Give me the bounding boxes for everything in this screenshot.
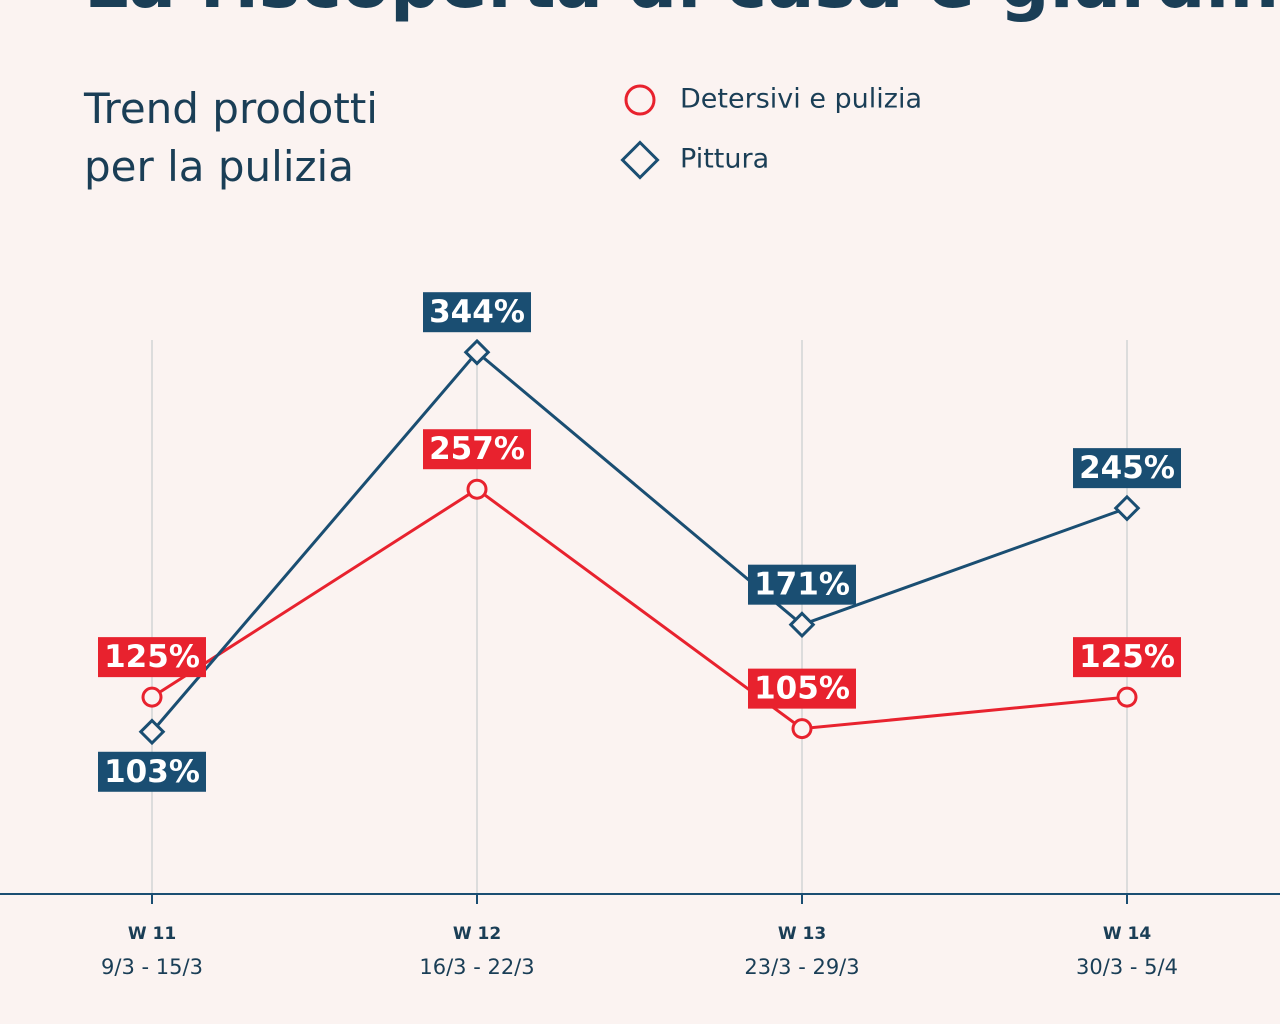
label-box [423, 292, 531, 333]
data-label: 105% [754, 671, 850, 707]
x-tick-label: W 11 [128, 924, 176, 944]
data-label: 103% [104, 754, 200, 790]
marker [620, 140, 660, 180]
x-tick-date: 23/3 - 29/3 [744, 955, 859, 979]
x-tick-label: W 13 [778, 924, 826, 944]
data-label: 171% [754, 567, 850, 603]
series-line [150, 350, 1128, 733]
legend-item: Pittura [680, 144, 769, 175]
marker [138, 718, 166, 746]
x-tick-label: W 14 [1103, 924, 1151, 944]
marker [791, 718, 813, 740]
data-label: 344% [429, 294, 525, 330]
marker [788, 611, 816, 639]
legend-label: Pittura [680, 144, 769, 175]
label-box [98, 751, 206, 792]
label-box [1073, 448, 1181, 489]
data-label: 245% [1079, 450, 1175, 486]
label-box [1073, 637, 1181, 678]
chart-title: La riscoperta di casa e giardini [84, 0, 1280, 24]
x-tick-date: 9/3 - 15/3 [101, 955, 203, 979]
x-tick-date: 30/3 - 5/4 [1076, 955, 1178, 979]
label-box [98, 637, 206, 678]
marker [624, 84, 656, 116]
data-label: 257% [429, 431, 525, 467]
label-box [423, 429, 531, 470]
legend-label: Detersivi e pulizia [680, 84, 922, 115]
marker [141, 686, 163, 708]
x-tick-date: 16/3 - 22/3 [419, 955, 534, 979]
marker [466, 478, 488, 500]
data-label: 125% [104, 639, 200, 675]
label-box [748, 668, 856, 709]
chart-subtitle: Trend prodotti per la pulizia [84, 84, 378, 191]
label-box [748, 564, 856, 605]
marker [463, 338, 491, 366]
data-label: 125% [1079, 639, 1175, 675]
marker [1113, 494, 1141, 522]
series-line [151, 487, 1128, 731]
x-tick-label: W 12 [453, 924, 501, 944]
legend-item: Detersivi e pulizia [680, 84, 922, 115]
marker [1116, 686, 1138, 708]
